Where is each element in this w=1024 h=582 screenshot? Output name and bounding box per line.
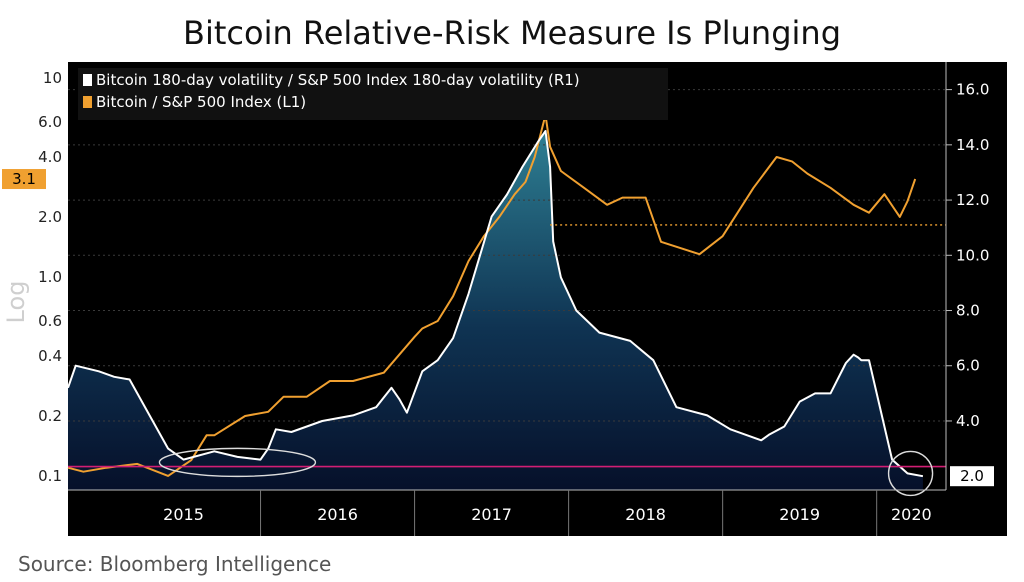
legend-box bbox=[78, 68, 668, 120]
x-axis-tick-label: 2020 bbox=[891, 505, 932, 524]
right-axis-tick-label: 16.0 bbox=[956, 81, 989, 99]
left-axis-tick-label: 0.1 bbox=[38, 467, 62, 485]
series-line-bitcoin-sp bbox=[67, 114, 917, 477]
series-layer bbox=[67, 114, 924, 478]
right-axis-tick-label: 10.0 bbox=[956, 246, 989, 264]
right-current-marker-label: 2.0 bbox=[960, 467, 984, 485]
right-axis-tick-label: 14.0 bbox=[956, 136, 989, 154]
annotation-layer bbox=[68, 224, 946, 497]
chart-panel: 4.0 6.0 8.0 10.0 12.0 14.0 16.0 0.1 0.2 0.4 0.6 1.0… bbox=[2, 62, 1007, 536]
left-axis-label: Log bbox=[2, 281, 30, 324]
x-axis-tick-label: 2019 bbox=[779, 505, 820, 524]
left-axis-tick-label: 0.6 bbox=[38, 312, 62, 330]
source-note: Source: Bloomberg Intelligence bbox=[18, 552, 332, 576]
series-line-volatility-ratio bbox=[67, 130, 924, 478]
x-axis-tick-label: 2015 bbox=[163, 505, 204, 524]
chart-canvas: 4.0 6.0 8.0 10.0 12.0 14.0 16.0 0.1 0.2 0.4 0.6 1.0… bbox=[2, 62, 994, 536]
axis-layer: 4.0 6.0 8.0 10.0 12.0 14.0 16.0 0.1 0.2 0.4 0.6 1.0… bbox=[2, 62, 994, 536]
left-current-marker bbox=[2, 169, 46, 190]
area-layer bbox=[68, 131, 923, 490]
left-axis-tick-label: 1.0 bbox=[38, 268, 62, 286]
volatility-ratio-area bbox=[68, 131, 923, 490]
left-axis-tick-label: 6.0 bbox=[38, 113, 62, 131]
left-axis-tick-label: 0.4 bbox=[38, 347, 62, 365]
right-axis-tick-label: 4.0 bbox=[956, 412, 980, 430]
legend-swatch-l1 bbox=[83, 96, 92, 108]
right-axis-tick-label: 6.0 bbox=[956, 357, 980, 375]
chart-title: Bitcoin Relative-Risk Measure Is Plungin… bbox=[183, 14, 841, 52]
legend-label-r1: Bitcoin 180-day volatility / S&P 500 Ind… bbox=[96, 71, 580, 89]
left-axis-tick-label: 10 bbox=[43, 69, 62, 87]
left-axis-tick-label: 4.0 bbox=[38, 148, 62, 166]
left-current-marker-label: 3.1 bbox=[12, 170, 36, 188]
x-axis-tick-label: 2016 bbox=[317, 505, 358, 524]
left-axis-tick-label: 0.2 bbox=[38, 407, 62, 425]
legend-swatch-r1 bbox=[83, 74, 92, 86]
x-axis-tick-label: 2018 bbox=[625, 505, 666, 524]
right-axis-tick-label: 12.0 bbox=[956, 191, 989, 209]
left-axis-tick-label: 2.0 bbox=[38, 208, 62, 226]
annotation-circle-2020 bbox=[887, 450, 934, 497]
right-axis-tick-label: 8.0 bbox=[956, 302, 980, 320]
annotation-ellipse-2015 bbox=[158, 447, 317, 478]
legend-label-l1: Bitcoin / S&P 500 Index (L1) bbox=[96, 93, 306, 111]
right-current-marker bbox=[950, 466, 994, 487]
x-axis-tick-label: 2017 bbox=[471, 505, 512, 524]
